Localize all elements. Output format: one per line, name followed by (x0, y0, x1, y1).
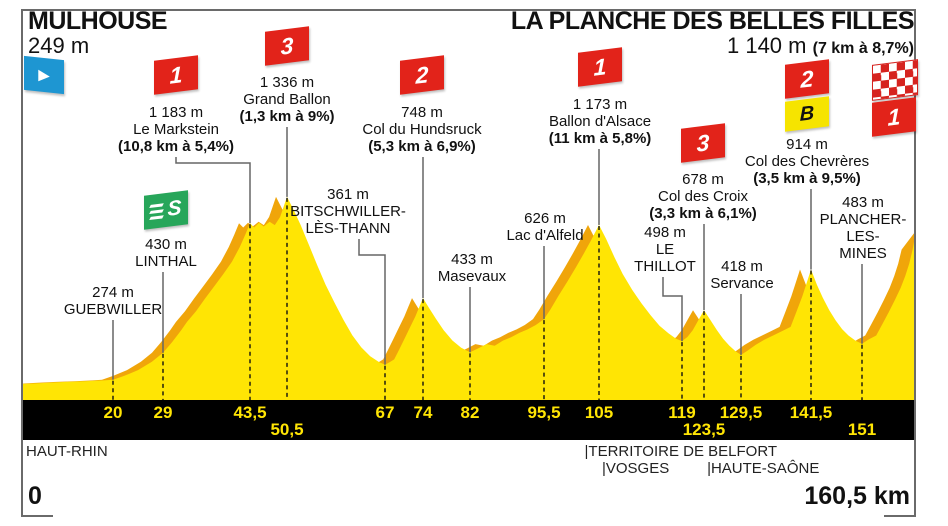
distance-band (21, 400, 916, 440)
km-tick-129,5: 129,5 (720, 403, 763, 422)
connector-bitschwiller (358, 239, 386, 365)
km-tick-82: 82 (461, 403, 480, 422)
km-tick-67: 67 (376, 403, 395, 422)
km-tick-95,5: 95,5 (527, 403, 560, 422)
km-tick-43,5: 43,5 (233, 403, 266, 422)
connector-le-markstein (175, 157, 251, 224)
profile-area (21, 196, 916, 400)
connector-le-thillot (662, 277, 683, 342)
km-tick-119: 119 (668, 403, 695, 422)
km-tick-105: 105 (585, 403, 613, 422)
km-tick-141,5: 141,5 (790, 403, 833, 422)
km-tick-50,5: 50,5 (270, 420, 303, 439)
km-tick-29: 29 (154, 403, 173, 422)
km-tick-74: 74 (414, 403, 433, 422)
km-tick-151: 151 (848, 420, 876, 439)
km-tick-20: 20 (104, 403, 123, 422)
km-tick-123,5: 123,5 (683, 420, 726, 439)
